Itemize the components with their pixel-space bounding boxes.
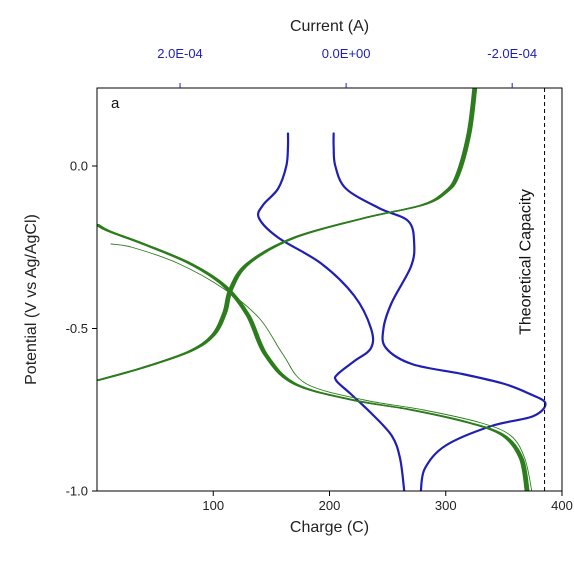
- charge-curve-3-8: [98, 88, 477, 381]
- x-tick-label: 100: [202, 498, 224, 513]
- charge-curve-3-5: [97, 88, 476, 381]
- top-tick-label: 0.0E+00: [322, 46, 371, 61]
- current-curve-1-0: [332, 132, 547, 491]
- top-tick-label: -2.0E-04: [487, 46, 537, 61]
- charge-curve-2-8: [98, 224, 530, 491]
- charge-curve-2-9: [98, 224, 530, 491]
- y-tick-label: -0.5: [66, 321, 88, 336]
- charge-curve-3-2: [97, 88, 475, 381]
- y-tick-label: 0.0: [70, 159, 88, 174]
- x-tick-label: 400: [551, 498, 573, 513]
- curves-layer: [97, 88, 547, 491]
- y-axis-title: Potential (V vs Ag/AgCl): [23, 214, 40, 385]
- charge-curve-2-6: [97, 224, 529, 491]
- charge-curve-2-1: [97, 224, 527, 491]
- x-tick-label: 300: [435, 498, 457, 513]
- charge-curve-2-7: [97, 224, 529, 491]
- charge-curve-3-3: [97, 88, 475, 381]
- charge-curve-2-0: [97, 225, 526, 491]
- charge-curve-2-2: [97, 224, 527, 491]
- charge-curve-3-6: [97, 88, 476, 381]
- theoretical-capacity-label: Theoretical Capacity: [518, 189, 535, 335]
- charge-curve-3-4: [97, 88, 476, 381]
- charge-curve-3-1: [97, 88, 474, 381]
- charge-curve-2-4: [97, 224, 528, 491]
- charge-curve-3-9: [98, 88, 478, 381]
- y-tick-label: -1.0: [66, 484, 88, 499]
- charge-curve-3-0: [97, 88, 474, 381]
- charge-curve-3-7: [97, 88, 477, 381]
- x-axis-title: Charge (C): [290, 519, 369, 536]
- charge-curve-4-0: [110, 243, 533, 491]
- tick-layer: 100 200 300 400 0.0 -0.5 -1.0 2.0E-04 0.0E+00 -2.…: [66, 46, 573, 513]
- charge-curve-2-5: [97, 224, 528, 491]
- top-axis-title: Current (A): [290, 18, 369, 35]
- charge-curve-2-3: [97, 224, 527, 491]
- panel-label: a: [111, 95, 120, 112]
- current-curve-0-0: [256, 132, 406, 491]
- top-tick-label: 2.0E-04: [157, 46, 203, 61]
- x-tick-label: 200: [319, 498, 341, 513]
